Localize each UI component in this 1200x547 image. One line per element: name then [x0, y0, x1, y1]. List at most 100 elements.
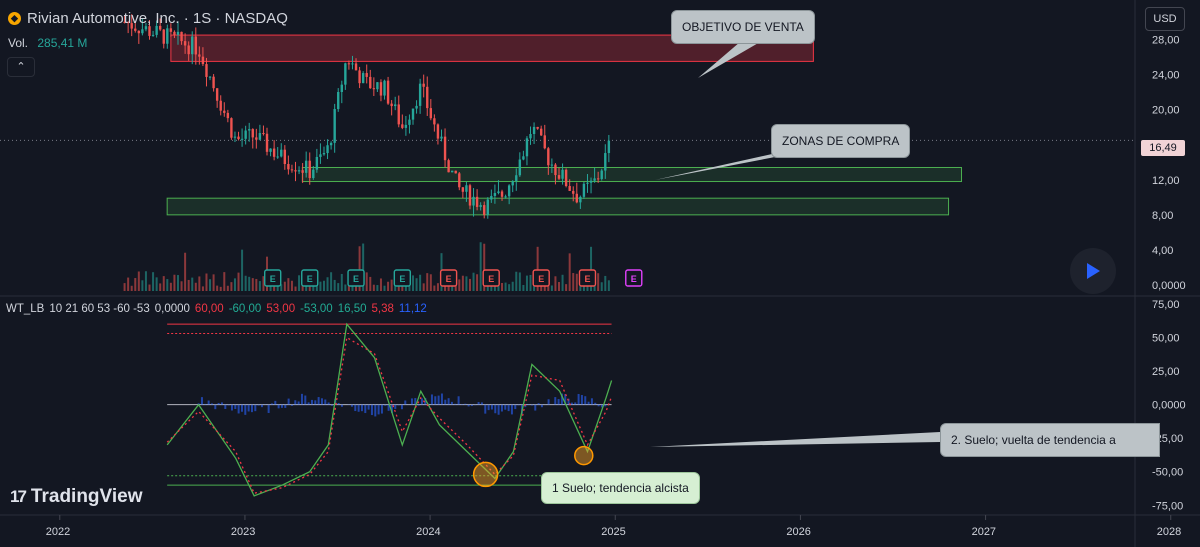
histogram-bar: [320, 398, 323, 405]
candle-body: [390, 103, 393, 107]
volume-bar: [607, 280, 610, 291]
volume-bar: [604, 275, 607, 291]
volume-bar: [262, 276, 265, 291]
histogram-bar: [394, 404, 397, 409]
candle-body: [554, 164, 557, 176]
candle-body: [507, 185, 511, 197]
oscillator-axis-tick: -50,00: [1152, 467, 1183, 479]
volume-bar: [134, 278, 137, 291]
histogram-bar: [270, 403, 273, 405]
candle-body: [141, 29, 144, 34]
histogram-bar: [517, 404, 520, 406]
candle-body: [319, 154, 322, 157]
candle-body: [415, 105, 418, 109]
volume-bar: [294, 286, 297, 291]
histogram-bar: [457, 396, 460, 405]
histogram-bar: [237, 404, 240, 414]
volume-bar: [415, 278, 418, 291]
volume-bar: [518, 272, 521, 291]
volume-bar: [255, 278, 258, 291]
candle-body: [596, 178, 600, 180]
earnings-marker-label: E: [399, 274, 405, 284]
histogram-bar: [527, 404, 530, 405]
callout-objetivo-venta[interactable]: OBJETIVO DE VENTA: [671, 10, 815, 44]
candle-body: [294, 170, 297, 172]
histogram-bar: [317, 397, 320, 405]
volume-bar: [241, 249, 244, 291]
candle-body: [472, 196, 475, 206]
buy-zone-rect: [166, 197, 950, 216]
candle-body: [158, 25, 162, 30]
earnings-marker-box: [578, 269, 597, 287]
callout-objetivo-text: OBJETIVO DE VENTA: [682, 20, 804, 34]
candle-body: [529, 134, 532, 139]
histogram-bar: [247, 404, 250, 412]
histogram-bar: [220, 402, 223, 405]
earnings-marker: E: [439, 269, 458, 287]
volume-bar: [287, 278, 290, 291]
histogram-bar: [497, 404, 500, 415]
volume-bar: [600, 282, 603, 291]
time-axis-tick: 2025: [601, 526, 625, 538]
candle-body: [337, 92, 340, 110]
candle-body: [333, 109, 336, 143]
volume-bar: [162, 276, 165, 291]
volume-bar: [468, 278, 471, 291]
earnings-marker-label: E: [538, 274, 544, 284]
callout-zonas-pointer: [655, 150, 812, 180]
volume-bar: [458, 279, 461, 291]
histogram-bar: [207, 400, 210, 405]
histogram-bar: [330, 404, 333, 406]
currency-button[interactable]: USD: [1145, 7, 1185, 31]
volume-bar: [472, 272, 475, 291]
time-axis-tick: 2022: [46, 526, 70, 538]
callout-suelo-2[interactable]: 2. Suelo; vuelta de tendencia a: [940, 423, 1160, 457]
earnings-marker-box: [393, 269, 412, 287]
earnings-marker: E: [347, 269, 365, 287]
candle-body: [251, 129, 254, 138]
rivian-logo-icon: ◆: [8, 12, 21, 25]
histogram-bar: [604, 404, 607, 407]
tradingview-logo[interactable]: 17 TradingView: [10, 486, 143, 508]
volume-bar: [369, 276, 372, 291]
buy-zone-rect: [301, 166, 963, 183]
earnings-marker: E: [625, 269, 643, 287]
oscillator-value: 16,50: [337, 303, 367, 315]
symbol-header: ◆ Rivian Automotive, Inc. · 1S · NASDAQ: [8, 10, 288, 27]
oscillator-legend: WT_LB 10 21 60 53 -60 -53 0,0000 60,00 -…: [6, 303, 427, 315]
histogram-bar: [434, 396, 437, 405]
volume-bar: [550, 285, 553, 291]
callout-suelo-1[interactable]: 1 Suelo; tendencia alcista: [541, 472, 700, 504]
volume-bar: [454, 283, 457, 291]
collapse-legend-button[interactable]: ⌃: [7, 57, 35, 77]
volume-bar: [233, 278, 236, 291]
histogram-bar: [290, 404, 293, 406]
candle-body: [226, 112, 230, 119]
price-axis-tick: 20,00: [1152, 105, 1180, 117]
volume-bar: [597, 273, 600, 291]
candle-body: [255, 137, 258, 140]
volume-bar: [305, 285, 308, 291]
histogram-bar: [460, 404, 463, 405]
candle-body: [183, 41, 187, 46]
callout-zonas-compra[interactable]: ZONAS DE COMPRA: [771, 124, 911, 158]
symbol-title[interactable]: Rivian Automotive, Inc. · 1S · NASDAQ: [27, 10, 288, 27]
oscillator-name[interactable]: WT_LB: [6, 303, 45, 315]
histogram-bar: [234, 404, 237, 409]
oscillator-params: 10 21 60 53 -60 -53: [49, 303, 150, 315]
volume-bar: [283, 281, 286, 291]
callout-suelo-2-text: 2. Suelo; vuelta de tendencia a: [951, 433, 1116, 447]
volume-bar: [212, 274, 215, 291]
volume-bar: [269, 284, 272, 291]
volume-bar: [451, 284, 454, 291]
histogram-bar: [314, 400, 317, 405]
histogram-bar: [557, 399, 560, 405]
replay-play-button[interactable]: [1070, 248, 1116, 294]
candle-body: [490, 195, 493, 200]
volume-bar: [511, 281, 514, 291]
histogram-bar: [530, 404, 533, 406]
candle-body: [401, 124, 404, 128]
volume-bar: [390, 279, 393, 291]
candle-body: [458, 173, 461, 188]
